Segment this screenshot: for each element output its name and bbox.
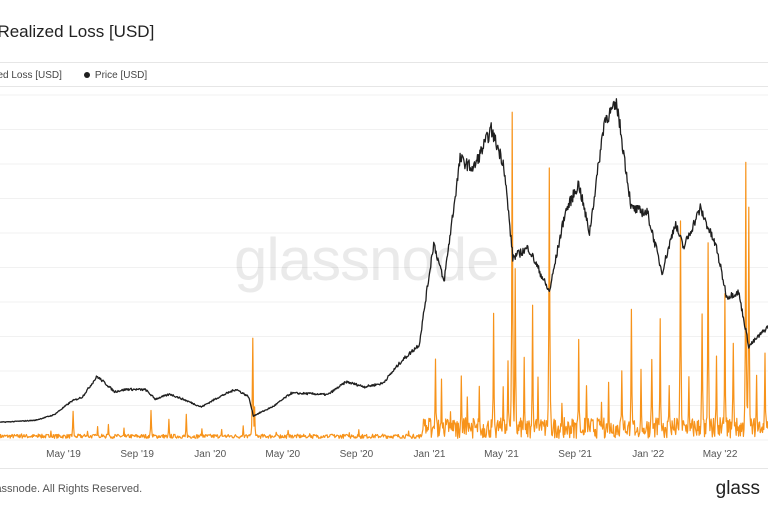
legend-label: lized Loss [USD] [0,69,62,81]
gridlines [0,94,768,441]
x-tick-label: Jan '22 [632,449,664,460]
x-tick-label: Jan '21 [414,449,446,460]
legend-divider [0,86,768,87]
legend-label: Price [USD] [94,69,148,81]
price-line [0,98,768,424]
x-tick-label: Sep '21 [558,449,592,460]
legend-item-realized-loss[interactable]: lized Loss [USD] [0,70,62,81]
brand-logo[interactable]: glass [715,478,760,499]
x-tick-label: Sep '20 [340,449,374,460]
chart-title: t Realized Loss [USD] [0,22,155,41]
x-tick-label: May '21 [484,449,519,460]
footer-divider [0,468,768,469]
header-divider [0,62,768,63]
x-tick-label: May '22 [703,449,738,460]
legend-item-price[interactable]: Price [USD] [83,69,148,81]
legend: lized Loss [USD] Price [USD] [0,66,147,84]
realized-loss-line [0,111,768,439]
legend-dot-icon [83,72,90,78]
x-tick-label: May '19 [46,449,81,460]
x-tick-label: Sep '19 [120,449,154,460]
copyright-text: lassnode. All Rights Reserved. [0,483,143,495]
realized-loss-series [0,111,768,439]
x-tick-label: Jan '20 [194,449,226,460]
x-axis: May '19 Sep '19 Jan '20 May '20 Sep '20 Jan '… [46,449,738,460]
price-series [0,98,768,424]
x-tick-label: May '20 [265,449,300,460]
